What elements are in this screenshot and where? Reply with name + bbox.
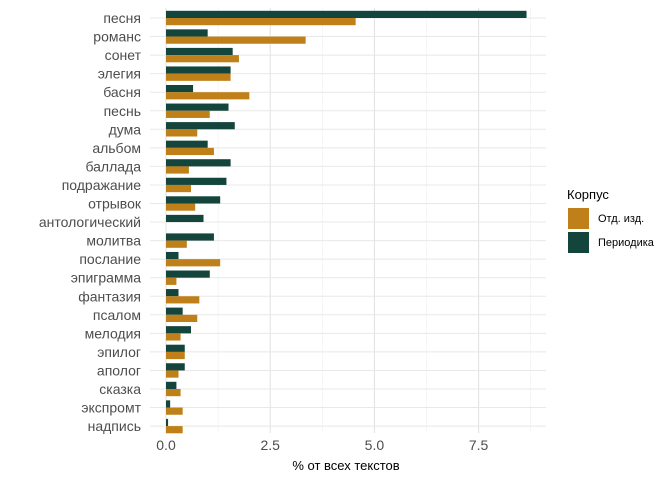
bar-otd-izd — [166, 259, 221, 267]
legend-title: Корпус — [567, 187, 609, 202]
category-label: романс — [93, 29, 141, 45]
bar-otd-izd — [166, 110, 210, 118]
bar-otd-izd — [166, 277, 177, 285]
category-label: сказка — [99, 381, 141, 397]
bar-periodika — [166, 103, 229, 111]
category-label: песнь — [104, 103, 141, 119]
bar-periodika — [166, 233, 214, 241]
bar-periodika — [166, 289, 179, 297]
bar-otd-izd — [166, 55, 239, 63]
bar-periodika — [166, 196, 221, 204]
x-tick-label: 0.0 — [156, 437, 176, 453]
bar-otd-izd — [166, 296, 200, 304]
category-label: надпись — [88, 418, 141, 434]
category-label: экспромт — [81, 400, 141, 416]
bar-otd-izd — [166, 389, 181, 397]
bar-otd-izd — [166, 166, 189, 174]
category-label: молитва — [86, 233, 141, 249]
bar-periodika — [166, 400, 171, 408]
bar-otd-izd — [166, 240, 187, 248]
legend-swatch — [568, 232, 589, 253]
bar-periodika — [166, 381, 177, 389]
category-label: псалом — [93, 307, 141, 323]
bar-otd-izd — [166, 407, 183, 415]
bar-otd-izd — [166, 129, 198, 137]
category-label: баллада — [85, 158, 141, 174]
bar-periodika — [166, 307, 183, 315]
bar-periodika — [166, 177, 227, 185]
category-label: альбом — [92, 140, 141, 156]
bar-otd-izd — [166, 314, 198, 322]
legend-swatch — [568, 208, 589, 229]
category-label: элегия — [98, 66, 141, 82]
bar-periodika — [166, 363, 185, 371]
legend-label: Отд. изд. — [598, 213, 644, 225]
legend-label: Периодика — [598, 237, 655, 249]
bar-otd-izd — [166, 370, 179, 378]
category-label: подражание — [62, 177, 142, 193]
bar-periodika — [166, 122, 235, 130]
x-tick-label: 5.0 — [365, 437, 385, 453]
bar-periodika — [166, 326, 192, 334]
x-tick-label: 2.5 — [260, 437, 280, 453]
legend: Корпус Отд. изд. Периодика — [567, 187, 655, 253]
bar-periodika — [166, 270, 210, 278]
bar-otd-izd — [166, 184, 192, 193]
x-axis-title: % от всех текстов — [292, 458, 399, 473]
bar-otd-izd — [166, 351, 185, 360]
bar-otd-izd — [166, 36, 306, 44]
category-label: эпиграмма — [71, 270, 141, 286]
category-label: песня — [103, 10, 141, 26]
bars — [166, 10, 527, 434]
bar-otd-izd — [166, 333, 181, 341]
category-label: аполог — [97, 362, 141, 378]
category-labels: песня романс сонет элегия басня песнь дума альб… — [39, 10, 142, 434]
bar-otd-izd — [166, 73, 231, 81]
bar-periodika — [166, 214, 204, 223]
bar-periodika — [166, 344, 185, 352]
bar-periodika — [166, 47, 233, 56]
x-tick-labels: 0.0 2.5 5.0 7.5 — [156, 437, 488, 453]
bar-otd-izd — [166, 426, 183, 434]
bar-periodika — [166, 10, 527, 18]
category-label: сонет — [105, 47, 142, 63]
bar-periodika — [166, 159, 231, 167]
x-tick-label: 7.5 — [469, 437, 489, 453]
bar-otd-izd — [166, 92, 250, 100]
category-label: антологический — [39, 214, 141, 230]
category-label: басня — [103, 84, 141, 100]
category-label: послание — [79, 251, 141, 267]
bar-periodika — [166, 29, 208, 37]
category-label: дума — [109, 121, 142, 137]
category-label: отрывок — [88, 196, 142, 212]
category-label: фантазия — [78, 288, 141, 304]
bar-otd-izd — [166, 147, 214, 156]
bar-periodika — [166, 418, 169, 427]
bar-periodika — [166, 66, 231, 74]
bar-periodika — [166, 140, 208, 148]
bar-otd-izd — [166, 203, 196, 211]
category-label: эпилог — [97, 344, 141, 360]
bar-otd-izd — [166, 18, 356, 26]
bar-periodika — [166, 251, 179, 260]
bar-periodika — [166, 85, 194, 93]
category-label: мелодия — [85, 325, 141, 341]
